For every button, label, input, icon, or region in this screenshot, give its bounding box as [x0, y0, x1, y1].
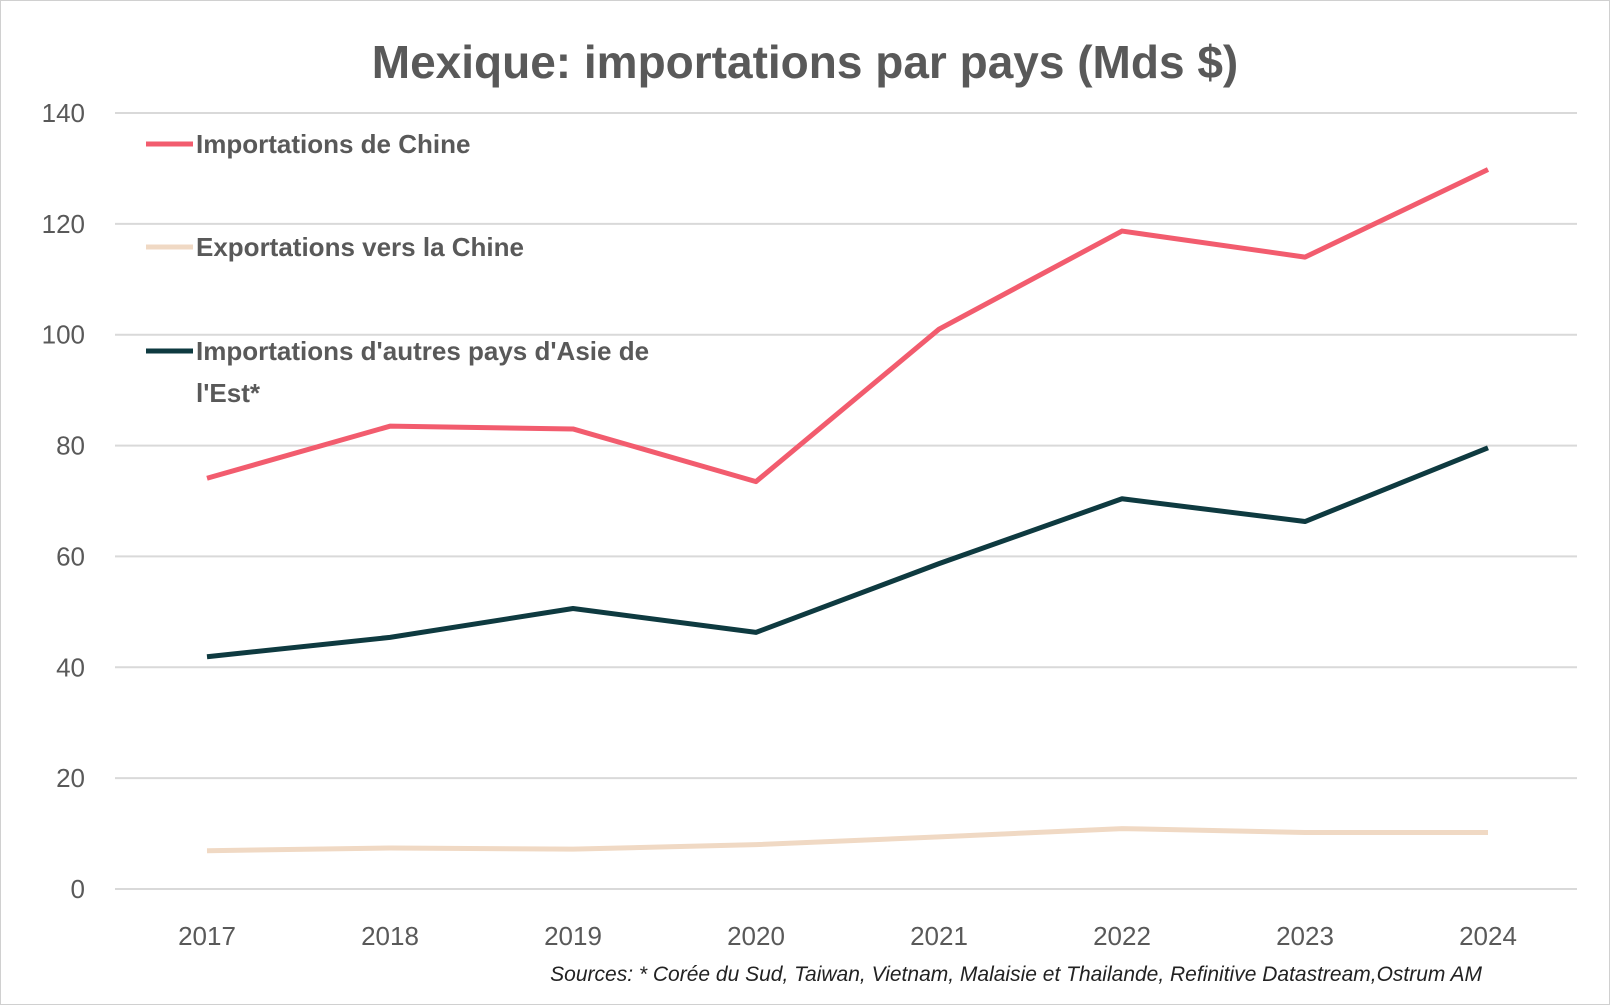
x-tick-label: 2022 — [1093, 921, 1151, 951]
x-tick-label: 2024 — [1459, 921, 1517, 951]
legend-label: Importations de Chine — [196, 129, 470, 159]
source-note: Sources: * Corée du Sud, Taiwan, Vietnam… — [550, 963, 1482, 986]
legend-label: Exportations vers la Chine — [196, 232, 524, 262]
y-tick-label: 140 — [42, 98, 85, 128]
y-tick-label: 120 — [42, 209, 85, 239]
x-tick-label: 2017 — [178, 921, 236, 951]
series-line — [206, 167, 1490, 485]
y-tick-label: 20 — [56, 763, 85, 793]
chart-title: Mexique: importations par pays (Mds $) — [372, 36, 1238, 88]
x-tick-label: 2021 — [910, 921, 968, 951]
x-tick-label: 2023 — [1276, 921, 1334, 951]
series-line — [206, 445, 1489, 660]
y-tick-label: 40 — [56, 652, 85, 682]
legend-label: l'Est* — [196, 378, 261, 408]
x-tick-label: 2019 — [544, 921, 602, 951]
y-tick-label: 80 — [56, 431, 85, 461]
y-tick-label: 60 — [56, 541, 85, 571]
legend-label: Importations d'autres pays d'Asie de — [196, 336, 649, 366]
x-tick-label: 2020 — [727, 921, 785, 951]
series-line — [206, 826, 1488, 854]
y-tick-label: 100 — [42, 320, 85, 350]
y-tick-label: 0 — [71, 874, 85, 904]
x-tick-label: 2018 — [361, 921, 419, 951]
